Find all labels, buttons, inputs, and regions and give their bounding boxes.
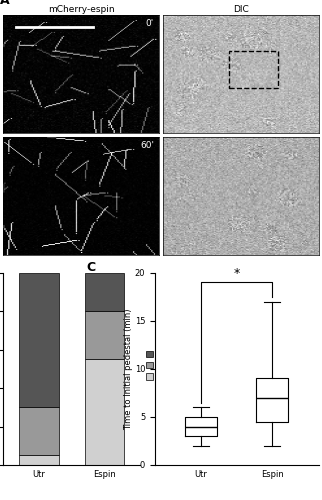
Y-axis label: Time to Initial pedestal (min): Time to Initial pedestal (min) — [124, 308, 133, 430]
Bar — [85, 359, 124, 465]
Text: *: * — [234, 268, 240, 280]
Bar — [20, 408, 59, 456]
Text: C: C — [86, 261, 95, 274]
Bar — [20, 272, 59, 407]
Bar — [20, 456, 59, 465]
Text: 0': 0' — [146, 18, 154, 28]
Text: 60': 60' — [140, 140, 154, 149]
Legend: 2, 1, 0: 2, 1, 0 — [147, 350, 164, 381]
Bar — [229, 50, 278, 88]
Text: A: A — [0, 0, 10, 6]
Title: DIC: DIC — [233, 5, 249, 14]
Title: mCherry-espin: mCherry-espin — [48, 5, 114, 14]
Bar — [85, 272, 124, 311]
Bar — [85, 311, 124, 359]
